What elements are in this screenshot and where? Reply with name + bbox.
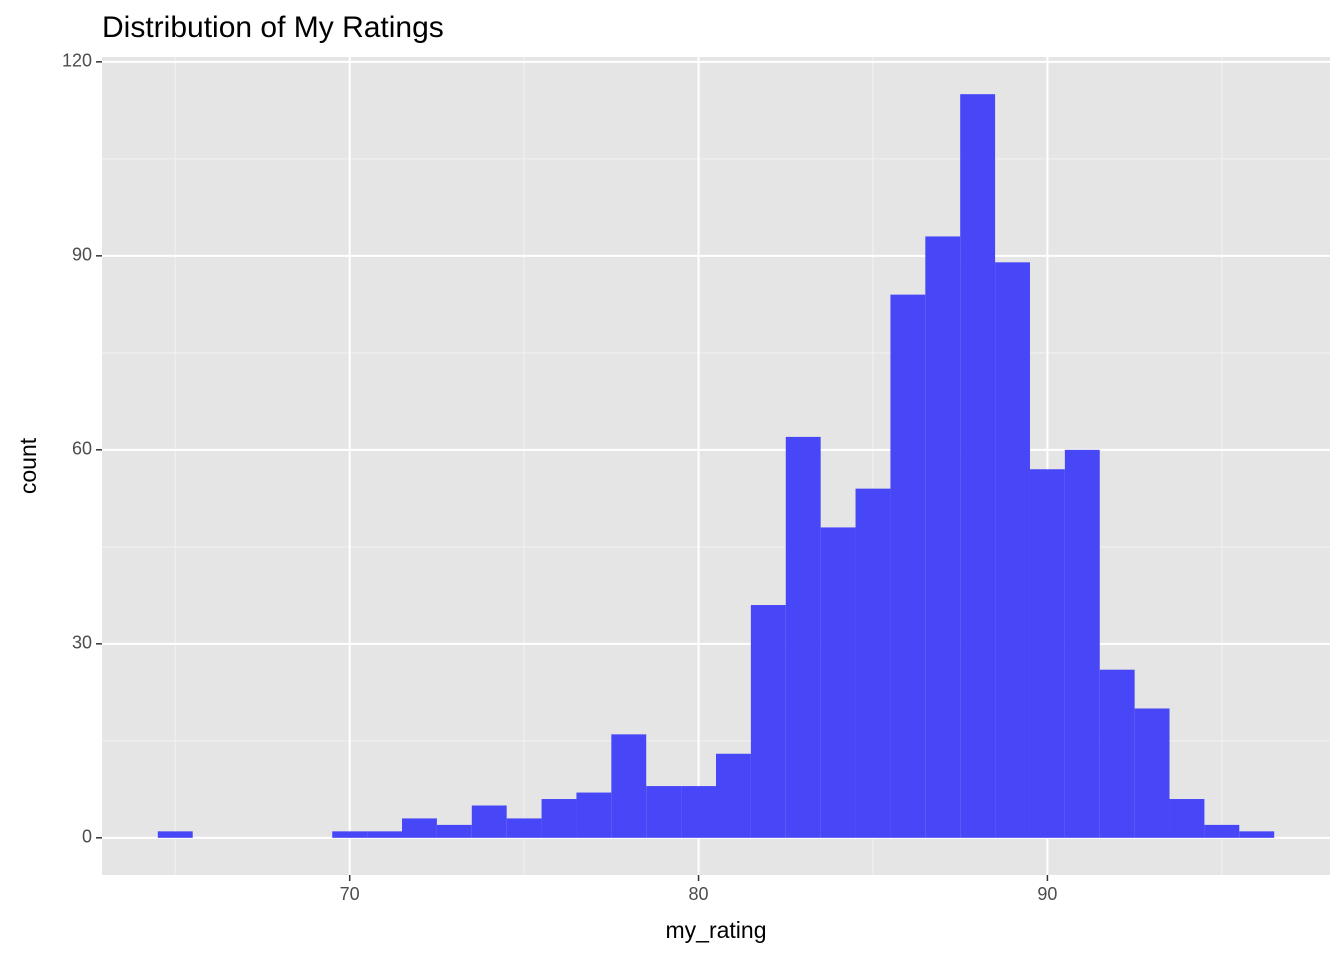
bar [681,786,716,838]
y-tick-label: 120 [62,51,92,71]
y-tick-label: 60 [72,439,92,459]
bar [646,786,682,838]
bar [925,236,961,838]
bar [1099,669,1135,838]
bar [367,831,403,838]
bar [436,824,472,838]
bar [1029,469,1065,838]
bar [471,805,507,838]
bar [1204,824,1240,838]
y-axis-title: count [15,437,41,494]
bar [541,799,577,838]
bar [611,734,647,838]
bar [1064,449,1100,838]
chart-title: Distribution of My Ratings [102,11,444,44]
y-tick-label: 90 [72,245,92,265]
bar [157,831,193,838]
bar [402,818,437,838]
y-tick-label: 30 [72,633,92,653]
bar [576,792,612,838]
x-tick-label: 70 [340,884,360,904]
bar [820,527,856,838]
bar [960,94,996,838]
bar [332,831,368,838]
bar [1169,799,1205,838]
bar [750,605,786,838]
bar [1134,708,1170,838]
bar [1239,831,1275,838]
x-tick-label: 90 [1037,884,1057,904]
y-tick-label: 0 [82,827,92,847]
x-tick-label: 80 [689,884,709,904]
bar [890,294,926,838]
bar [995,262,1030,838]
bar [716,753,751,838]
bar [506,818,542,838]
bar [855,488,891,838]
x-axis-title: my_rating [666,917,767,943]
bar [785,436,821,838]
